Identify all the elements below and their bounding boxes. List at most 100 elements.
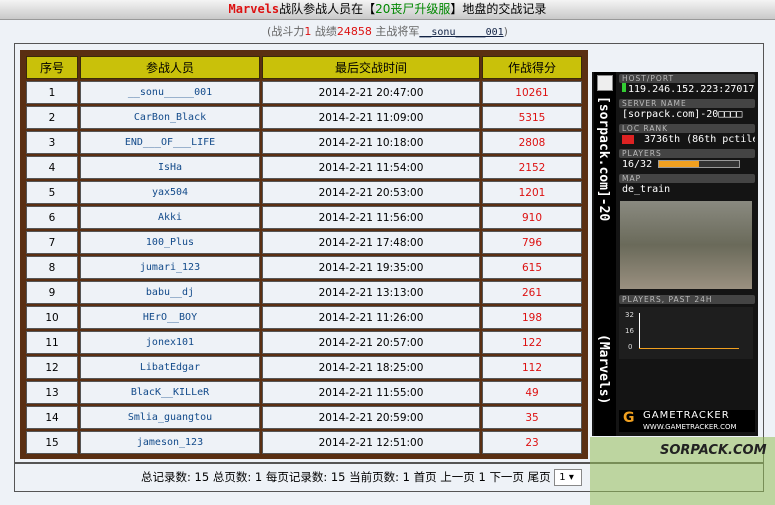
table-row: 15 jameson_123 2014-2-21 12:51:00 23 [26,431,582,454]
last-battle-time: 2014-2-21 20:57:00 [262,331,480,354]
last-battle-time: 2014-2-21 20:59:00 [262,406,480,429]
pagination: 总记录数: 15 总页数: 1 每页记录数: 15 当前页数: 1 首页 上一页… [14,463,764,492]
rank-cell: 7 [26,231,78,254]
last-page-link[interactable]: 尾页 [527,470,551,484]
server-name-value: [sorpack.com]-20□□□□ [622,109,743,120]
chart-y-axis [639,313,640,349]
host-text: 119.246.152.223:27017 [628,84,755,95]
last-battle-time: 2014-2-21 11:55:00 [262,381,480,404]
stat-label: (战斗力 [267,25,305,38]
table-row: 2 CarBon_Black 2014-2-21 11:09:00 5315 [26,106,582,129]
chart-label: PLAYERS, PAST 24H [619,295,755,304]
rank-cell: 15 [26,431,78,454]
last-battle-time: 2014-2-21 11:56:00 [262,206,480,229]
banner-side: [sorpack.com]-20 (Marvels) [594,72,616,436]
rank-cell: 6 [26,206,78,229]
last-battle-time: 2014-2-21 10:18:00 [262,131,480,154]
table-row: 5 yax504 2014-2-21 20:53:00 1201 [26,181,582,204]
first-page-link[interactable]: 首页 [413,470,437,484]
last-battle-time: 2014-2-21 17:48:00 [262,231,480,254]
column-header: 序号 [26,56,78,79]
score-cell: 5315 [482,106,582,129]
title-text-end: 】地盘的交战记录 [450,2,547,16]
rank-cell: 12 [26,356,78,379]
name-label: SERVER NAME [619,99,755,108]
prev-page-link[interactable]: 上一页 [440,470,475,484]
score-cell: 23 [482,431,582,454]
team-vertical-name: (Marvels) [596,334,611,405]
table-row: 7 100_Plus 2014-2-21 17:48:00 796 [26,231,582,254]
rank-cell: 13 [26,381,78,404]
logo-url: WWW.GAMETRACKER.COM [643,423,737,431]
table-row: 3 END___OF___LIFE 2014-2-21 10:18:00 2808 [26,131,582,154]
stat-label: ) [503,25,508,38]
player-name-link[interactable]: END___OF___LIFE [80,131,260,154]
chart-tick: 32 [625,311,634,319]
title-text: 战队参战人员在【 [279,2,376,16]
player-name-link[interactable]: LibatEdgar [80,356,260,379]
player-name-link[interactable]: __sonu_____001 [80,81,260,104]
rank-cell: 10 [26,306,78,329]
score-cell: 122 [482,331,582,354]
player-name-link[interactable]: jumari_123 [80,256,260,279]
last-battle-time: 2014-2-21 20:47:00 [262,81,480,104]
last-battle-time: 2014-2-21 11:09:00 [262,106,480,129]
player-name-link[interactable]: 100_Plus [80,231,260,254]
players-bar [658,160,741,168]
player-name-link[interactable]: yax504 [80,181,260,204]
gametracker-banner[interactable]: [sorpack.com]-20 (Marvels) HOST/PORT 119… [592,72,758,436]
score-cell: 2808 [482,131,582,154]
gametracker-g-icon: G [623,410,636,426]
records-table: 序号 参战人员 最后交战时间 作战得分 1 __sonu_____001 2014-2-2… [24,54,584,456]
table-row: 4 IsHa 2014-2-21 11:54:00 2152 [26,156,582,179]
player-name-link[interactable]: jonex101 [80,331,260,354]
rank-cell: 3 [26,131,78,154]
power-value: 1 [304,25,312,38]
last-battle-time: 2014-2-21 11:54:00 [262,156,480,179]
map-label: MAP [619,174,755,183]
gametracker-logo[interactable]: G GAMETRACKER WWW.GAMETRACKER.COM [619,410,755,432]
table-row: 12 LibatEdgar 2014-2-21 18:25:00 112 [26,356,582,379]
player-name-link[interactable]: CarBon_Black [80,106,260,129]
page-select[interactable]: 1 ▾ [554,469,583,486]
score-cell: 615 [482,256,582,279]
chart-tick: 0 [628,343,633,351]
rank-value: 3736th (86th pctile) [619,133,755,147]
table-row: 11 jonex101 2014-2-21 20:57:00 122 [26,331,582,354]
player-name-link[interactable]: HErO__BOY [80,306,260,329]
table-row: 8 jumari_123 2014-2-21 19:35:00 615 [26,256,582,279]
page-select-value: 1 [559,472,566,483]
players-bar-fill [659,161,700,167]
score-cell: 112 [482,356,582,379]
server-name: 20丧尸升级服 [375,2,451,16]
player-name-link[interactable]: Akki [80,206,260,229]
score-cell: 910 [482,206,582,229]
server-vertical-name: [sorpack.com]-20 [596,96,611,222]
player-name-link[interactable]: Smlia_guangtou [80,406,260,429]
player-name-link[interactable]: babu__dj [80,281,260,304]
pager-summary: 总记录数: 15 总页数: 1 每页记录数: 15 当前页数: 1 [141,470,414,484]
rank-cell: 4 [26,156,78,179]
chevron-down-icon: ▾ [568,472,574,483]
rank-cell: 9 [26,281,78,304]
next-page-link[interactable]: 下一页 [489,470,524,484]
current-page: 1 [478,470,486,484]
last-battle-time: 2014-2-21 13:13:00 [262,281,480,304]
player-name-link[interactable]: jameson_123 [80,431,260,454]
table-row: 13 BlacK__KILLeR 2014-2-21 11:55:00 49 [26,381,582,404]
host-value: 119.246.152.223:27017 [619,83,755,97]
last-battle-time: 2014-2-21 18:25:00 [262,356,480,379]
rank-text: 3736th (86th pctile) [644,134,755,145]
logo-text: GAMETRACKER [643,410,730,421]
host-label: HOST/PORT [619,74,755,83]
player-name-link[interactable]: BlacK__KILLeR [80,381,260,404]
rank-cell: 5 [26,181,78,204]
rank-cell: 14 [26,406,78,429]
last-battle-time: 2014-2-21 11:26:00 [262,306,480,329]
records-table-container: 序号 参战人员 最后交战时间 作战得分 1 __sonu_____001 2014-2-2… [20,50,588,459]
cs-logo-icon [597,75,613,91]
column-header: 作战得分 [482,56,582,79]
player-name-link[interactable]: IsHa [80,156,260,179]
stat-label: 主战将军 [371,25,420,38]
general-link[interactable]: __sonu_____001 [419,27,504,38]
